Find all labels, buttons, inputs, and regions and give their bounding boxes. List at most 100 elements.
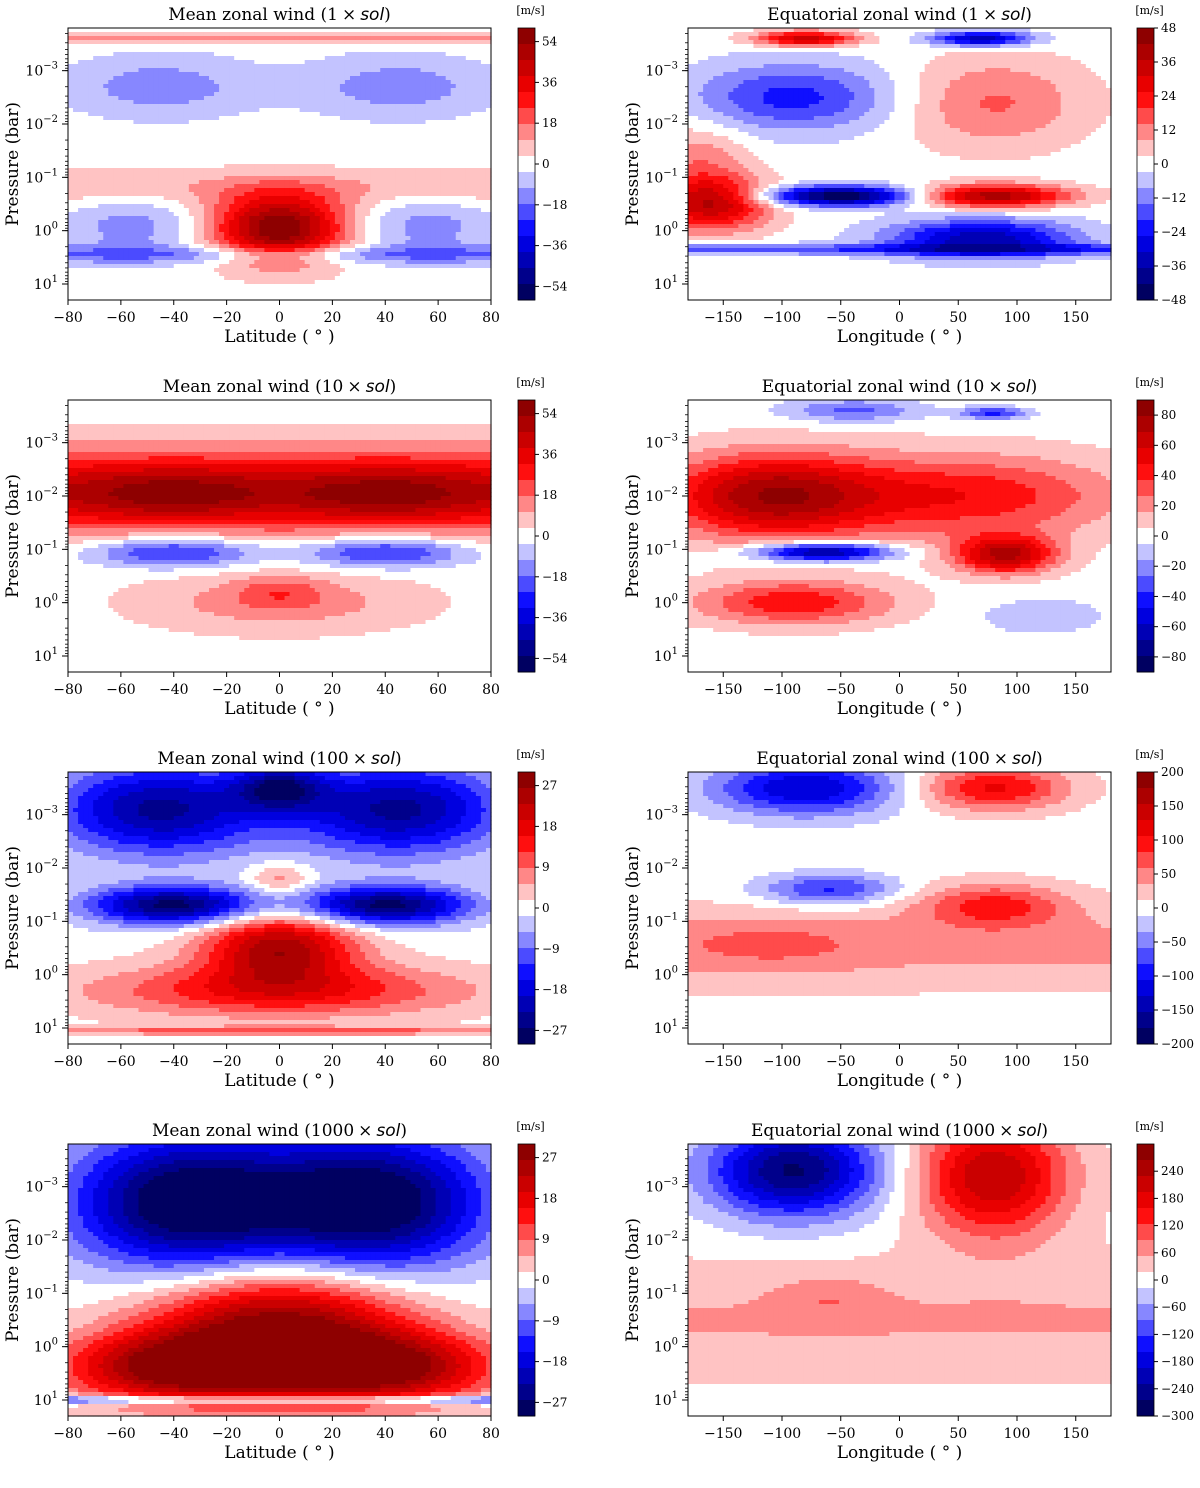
heatmap-cell <box>441 236 447 241</box>
heatmap-cell <box>285 28 291 33</box>
heatmap-cell <box>466 204 472 209</box>
heatmap-cell <box>350 168 356 173</box>
heatmap-cell <box>380 160 386 165</box>
heatmap-cell <box>365 256 371 261</box>
heatmap-cell <box>78 36 84 41</box>
heatmap-cell <box>133 176 139 181</box>
heatmap-cell <box>315 212 321 217</box>
heatmap-cell <box>113 48 119 53</box>
heatmap-cell <box>426 136 432 141</box>
heatmap-cell <box>239 152 245 157</box>
heatmap-cell <box>123 96 129 101</box>
heatmap-cell <box>118 204 124 209</box>
heatmap-cell <box>123 84 129 89</box>
heatmap-cell <box>461 104 467 109</box>
heatmap-cell <box>471 56 477 61</box>
heatmap-cell <box>128 76 134 81</box>
heatmap-cell <box>214 72 220 77</box>
heatmap-cell <box>400 60 406 65</box>
heatmap-cell <box>360 216 366 221</box>
heatmap-cell <box>128 240 134 245</box>
heatmap-cell <box>290 164 296 169</box>
heatmap-cell <box>144 156 150 161</box>
heatmap-cell <box>73 160 79 165</box>
heatmap-cell <box>360 192 366 197</box>
heatmap-cell <box>330 56 336 61</box>
heatmap-cell <box>330 44 336 49</box>
heatmap-cell <box>481 36 487 41</box>
heatmap-cell <box>128 244 134 249</box>
heatmap-cell <box>264 192 270 197</box>
heatmap-cell <box>68 88 74 93</box>
heatmap-cell <box>83 196 89 201</box>
heatmap-cell <box>68 48 74 53</box>
heatmap-cell <box>78 208 84 213</box>
heatmap-cell <box>139 228 145 233</box>
heatmap-cell <box>415 124 421 129</box>
heatmap-cell <box>405 104 411 109</box>
heatmap-cell <box>118 212 124 217</box>
heatmap-cell <box>315 196 321 201</box>
heatmap-cell <box>375 220 381 225</box>
heatmap-cell <box>199 180 205 185</box>
heatmap-cell <box>88 188 94 193</box>
heatmap-cell <box>305 92 311 97</box>
heatmap-cell <box>204 168 210 173</box>
heatmap-cell <box>189 80 195 85</box>
heatmap-cell <box>426 164 432 169</box>
heatmap-cell <box>219 224 225 229</box>
heatmap-cell <box>184 192 190 197</box>
heatmap-cell <box>164 140 170 145</box>
heatmap-cell <box>451 96 457 101</box>
heatmap-cell <box>365 192 371 197</box>
heatmap-cell <box>93 132 99 137</box>
heatmap-cell <box>421 140 427 145</box>
heatmap-cell <box>405 216 411 221</box>
heatmap-cell <box>219 36 225 41</box>
heatmap-cell <box>254 176 260 181</box>
heatmap-cell <box>139 232 145 237</box>
heatmap-cell <box>471 36 477 41</box>
heatmap-cell <box>285 196 291 201</box>
heatmap-cell <box>249 192 255 197</box>
heatmap-cell <box>380 68 386 73</box>
heatmap-cell <box>295 68 301 73</box>
heatmap-cell <box>264 48 270 53</box>
heatmap-cell <box>219 60 225 65</box>
heatmap-cell <box>335 212 341 217</box>
heatmap-cell <box>305 252 311 257</box>
heatmap-cell <box>481 88 487 93</box>
heatmap-cell <box>360 184 366 189</box>
heatmap-cell <box>149 172 155 177</box>
heatmap-cell <box>436 148 442 153</box>
heatmap-cell <box>144 212 150 217</box>
heatmap-cell <box>350 172 356 177</box>
heatmap-cell <box>123 32 129 37</box>
heatmap-cell <box>431 120 437 125</box>
heatmap-cell <box>461 212 467 217</box>
heatmap-cell <box>305 156 311 161</box>
heatmap-cell <box>159 92 165 97</box>
heatmap-cell <box>103 228 109 233</box>
heatmap-cell <box>93 232 99 237</box>
heatmap-cell <box>78 252 84 257</box>
heatmap-cell <box>285 260 291 265</box>
heatmap-cell <box>93 40 99 45</box>
heatmap-cell <box>405 132 411 137</box>
heatmap-cell <box>375 184 381 189</box>
heatmap-cell <box>355 156 361 161</box>
heatmap-cell <box>199 252 205 257</box>
heatmap-cell <box>350 100 356 105</box>
heatmap-cell <box>390 104 396 109</box>
heatmap-cell <box>410 108 416 113</box>
heatmap-cell <box>199 60 205 65</box>
heatmap-cell <box>189 248 195 253</box>
heatmap-cell <box>204 92 210 97</box>
heatmap-cell <box>128 88 134 93</box>
heatmap-cell <box>360 204 366 209</box>
heatmap-cell <box>123 92 129 97</box>
heatmap-cell <box>476 204 482 209</box>
heatmap-cell <box>144 168 150 173</box>
heatmap-cell <box>204 48 210 53</box>
heatmap-cell <box>244 28 250 33</box>
